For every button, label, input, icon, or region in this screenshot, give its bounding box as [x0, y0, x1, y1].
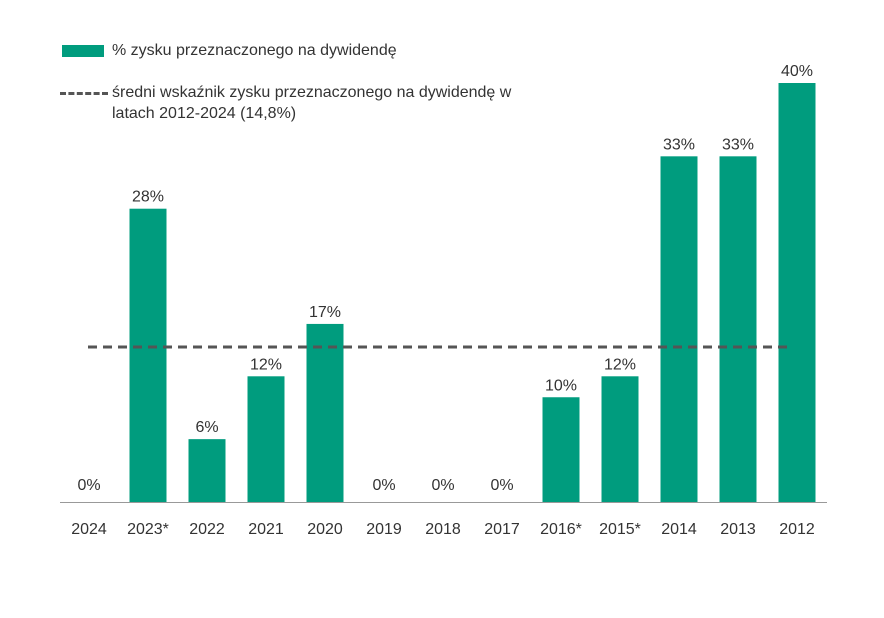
legend-swatch-dashed-line	[60, 92, 108, 95]
legend-item-bars: % zysku przeznaczonego na dywidendę	[62, 40, 397, 61]
data-label-2015*: 12%	[604, 356, 636, 373]
legend-swatch-bar	[62, 45, 104, 57]
x-tick-label-2021: 2021	[248, 521, 284, 538]
bar-2012	[778, 83, 816, 502]
data-label-2018: 0%	[431, 477, 454, 494]
data-label-2013: 33%	[722, 136, 754, 153]
x-tick-label-2020: 2020	[307, 521, 343, 538]
bar-2013	[719, 156, 757, 502]
x-tick-label-2018: 2018	[425, 521, 461, 538]
data-label-2014: 33%	[663, 136, 695, 153]
x-tick-label-2017: 2017	[484, 521, 520, 538]
bar-2023*	[129, 208, 167, 502]
data-label-2017: 0%	[490, 477, 513, 494]
bar-2015*	[601, 376, 639, 502]
bar-2014	[660, 156, 698, 502]
x-tick-label-2013: 2013	[720, 521, 756, 538]
x-tick-label-2024: 2024	[71, 521, 107, 538]
data-label-2020: 17%	[309, 304, 341, 321]
data-label-2023*: 28%	[132, 189, 164, 206]
bar-2020	[306, 323, 344, 502]
x-tick-label-2012: 2012	[779, 521, 815, 538]
x-tick-label-2023*: 2023*	[127, 521, 169, 538]
x-tick-label-2014: 2014	[661, 521, 697, 538]
data-label-2021: 12%	[250, 356, 282, 373]
legend-label-bars: % zysku przeznaczonego na dywidendę	[112, 42, 397, 59]
bar-2021	[247, 376, 285, 502]
data-label-2022: 6%	[195, 419, 218, 436]
legend-label-average-line: średni wskaźnik zysku przeznaczonego na …	[112, 84, 512, 122]
x-tick-label-2015*: 2015*	[599, 521, 641, 538]
x-tick-label-2016*: 2016*	[540, 521, 582, 538]
legend-item-average-line: średni wskaźnik zysku przeznaczonego na …	[60, 82, 532, 124]
x-tick-label-2022: 2022	[189, 521, 225, 538]
data-label-2024: 0%	[77, 477, 100, 494]
data-label-2012: 40%	[781, 63, 813, 80]
data-label-2019: 0%	[372, 477, 395, 494]
bar-2022	[188, 439, 226, 502]
data-label-2016*: 10%	[545, 377, 577, 394]
bar-2016*	[542, 397, 580, 502]
x-tick-label-2019: 2019	[366, 521, 402, 538]
